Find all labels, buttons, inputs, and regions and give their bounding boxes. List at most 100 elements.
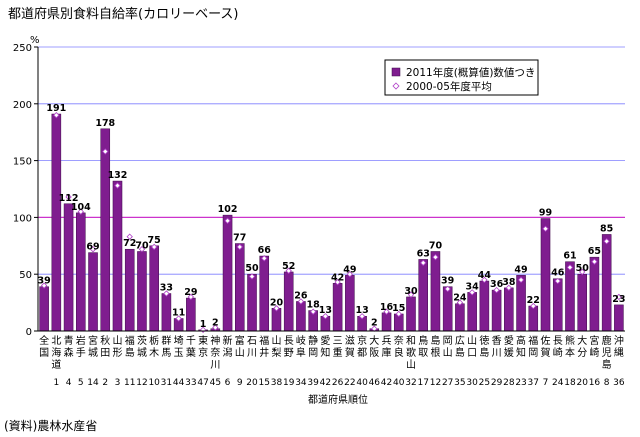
legend-marker-swatch [392,82,400,90]
avg-marker-沖縄 [615,293,623,301]
rank-label-岡山: 27 [442,378,453,388]
x-tick-label-岡山: 山 [443,347,453,359]
x-tick-label-神奈川: 神 [210,334,220,347]
avg-marker-長野 [285,267,292,274]
legend-bar-label: 2011年度(概算値)数値つき [406,66,535,79]
bar-北海道 [51,113,62,332]
x-tick-label-徳島: 島 [479,346,489,359]
x-tick-label-福井: 井 [259,346,269,359]
x-tick-label-三重: 三 [333,336,343,347]
y-tick-label: 150 [13,157,32,168]
x-tick-label-徳島: 徳 [479,334,489,347]
x-tick-label-宮崎: 崎 [589,346,599,359]
avg-marker-福井 [261,255,268,262]
avg-marker-鹿児島 [603,238,610,245]
rank-label-群馬: 31 [161,378,172,388]
avg-marker-山形 [114,182,121,189]
avg-marker-香川 [493,286,500,294]
rank-label-大阪: 46 [369,378,381,388]
bar-鹿児島 [601,234,612,332]
x-tick-label-大分: 分 [577,347,587,359]
rank-label-熊本: 18 [564,378,576,388]
bar-佐賀 [540,218,551,332]
rank-label-福井: 15 [259,378,270,388]
avg-marker-群馬 [163,290,170,297]
bar-福島 [124,248,135,332]
x-tick-label-島根: 島 [430,334,440,347]
rank-label-宮城: 14 [87,378,99,388]
bar-宮城 [88,252,98,332]
x-tick-label-群馬: 群 [161,334,171,347]
bar-岐阜 [296,301,306,332]
legend-box [384,59,539,96]
x-tick-label-愛媛: 媛 [504,346,514,359]
x-tick-label-全国: 国 [39,347,49,359]
bar-大分 [577,273,587,332]
value-label-山口: 34 [466,281,480,292]
rank-label-福島: 11 [124,378,135,388]
x-tick-label-福島: 福 [125,334,135,347]
y-tick-label: 50 [19,270,32,281]
rank-label-山形: 3 [115,378,121,388]
x-tick-label-北海道: 北 [51,335,61,347]
x-tick-label-和歌山: 歌 [406,346,416,359]
x-tick-label-長野: 野 [284,347,294,359]
x-tick-label-福岡: 福 [528,334,538,347]
x-tick-label-北海道: 海 [51,346,61,359]
x-tick-label-鹿児島: 島 [602,358,612,371]
rank-label-栃木: 10 [148,378,160,388]
x-tick-label-奈良: 良 [394,346,404,359]
x-tick-label-佐賀: 佐 [541,335,551,347]
value-label-奈良: 15 [392,303,405,314]
x-tick-label-和歌山: 山 [406,359,416,371]
x-tick-label-静岡: 静 [308,334,318,347]
x-tick-label-鹿児島: 児 [602,347,612,359]
rank-label-三重: 26 [332,378,344,388]
x-tick-label-山梨: 梨 [271,346,281,359]
rank-label-千葉: 33 [185,378,196,388]
x-tick-label-長崎: 崎 [553,346,563,359]
value-label-埼玉: 11 [172,308,185,319]
rank-label-島根: 12 [430,378,441,388]
rank-label-福岡: 37 [528,378,539,388]
x-tick-label-京都: 京 [357,334,367,347]
x-tick-label-山口: 山 [467,335,477,347]
rank-label-鹿児島: 8 [604,378,610,388]
y-axis-unit-label: % [30,35,40,46]
x-tick-label-島根: 根 [430,346,440,359]
value-label-群馬: 33 [160,283,173,294]
rank-label-香川: 29 [491,378,503,388]
x-tick-label-岐阜: 岐 [296,334,306,347]
y-tick-label: 200 [13,100,32,111]
bar-兵庫 [381,312,392,332]
value-label-愛知: 13 [319,305,332,316]
bar-栃木 [149,245,159,332]
avg-marker-埼玉 [175,315,182,322]
x-tick-label-全国: 全 [39,334,49,347]
y-tick-label: 0 [26,327,32,338]
x-tick-label-山梨: 山 [271,335,281,347]
bar-岩手 [76,212,86,332]
bar-石川 [247,273,257,332]
avg-marker-千葉 [187,293,195,301]
bar-山梨 [271,308,282,332]
value-label-宮崎: 65 [588,246,601,257]
x-tick-label-静岡: 岡 [308,347,318,359]
value-label-広島: 24 [453,293,467,304]
bar-徳島 [479,280,490,332]
avg-marker-岡山 [444,285,451,293]
bar-岡山 [442,286,453,332]
value-label-長崎: 46 [551,268,565,279]
avg-marker-京都 [358,313,366,320]
rank-label-沖縄: 36 [613,378,625,388]
value-label-福島: 72 [123,238,136,249]
x-tick-label-兵庫: 兵 [382,334,392,347]
bar-和歌山 [406,296,416,332]
x-tick-label-大阪: 大 [369,334,379,347]
x-tick-label-埼玉: 玉 [174,348,184,359]
avg-marker-岐阜 [297,298,305,305]
avg-marker-秋田 [102,148,109,155]
x-tick-label-沖縄: 縄 [614,346,624,359]
avg-marker-北海道 [53,111,60,119]
